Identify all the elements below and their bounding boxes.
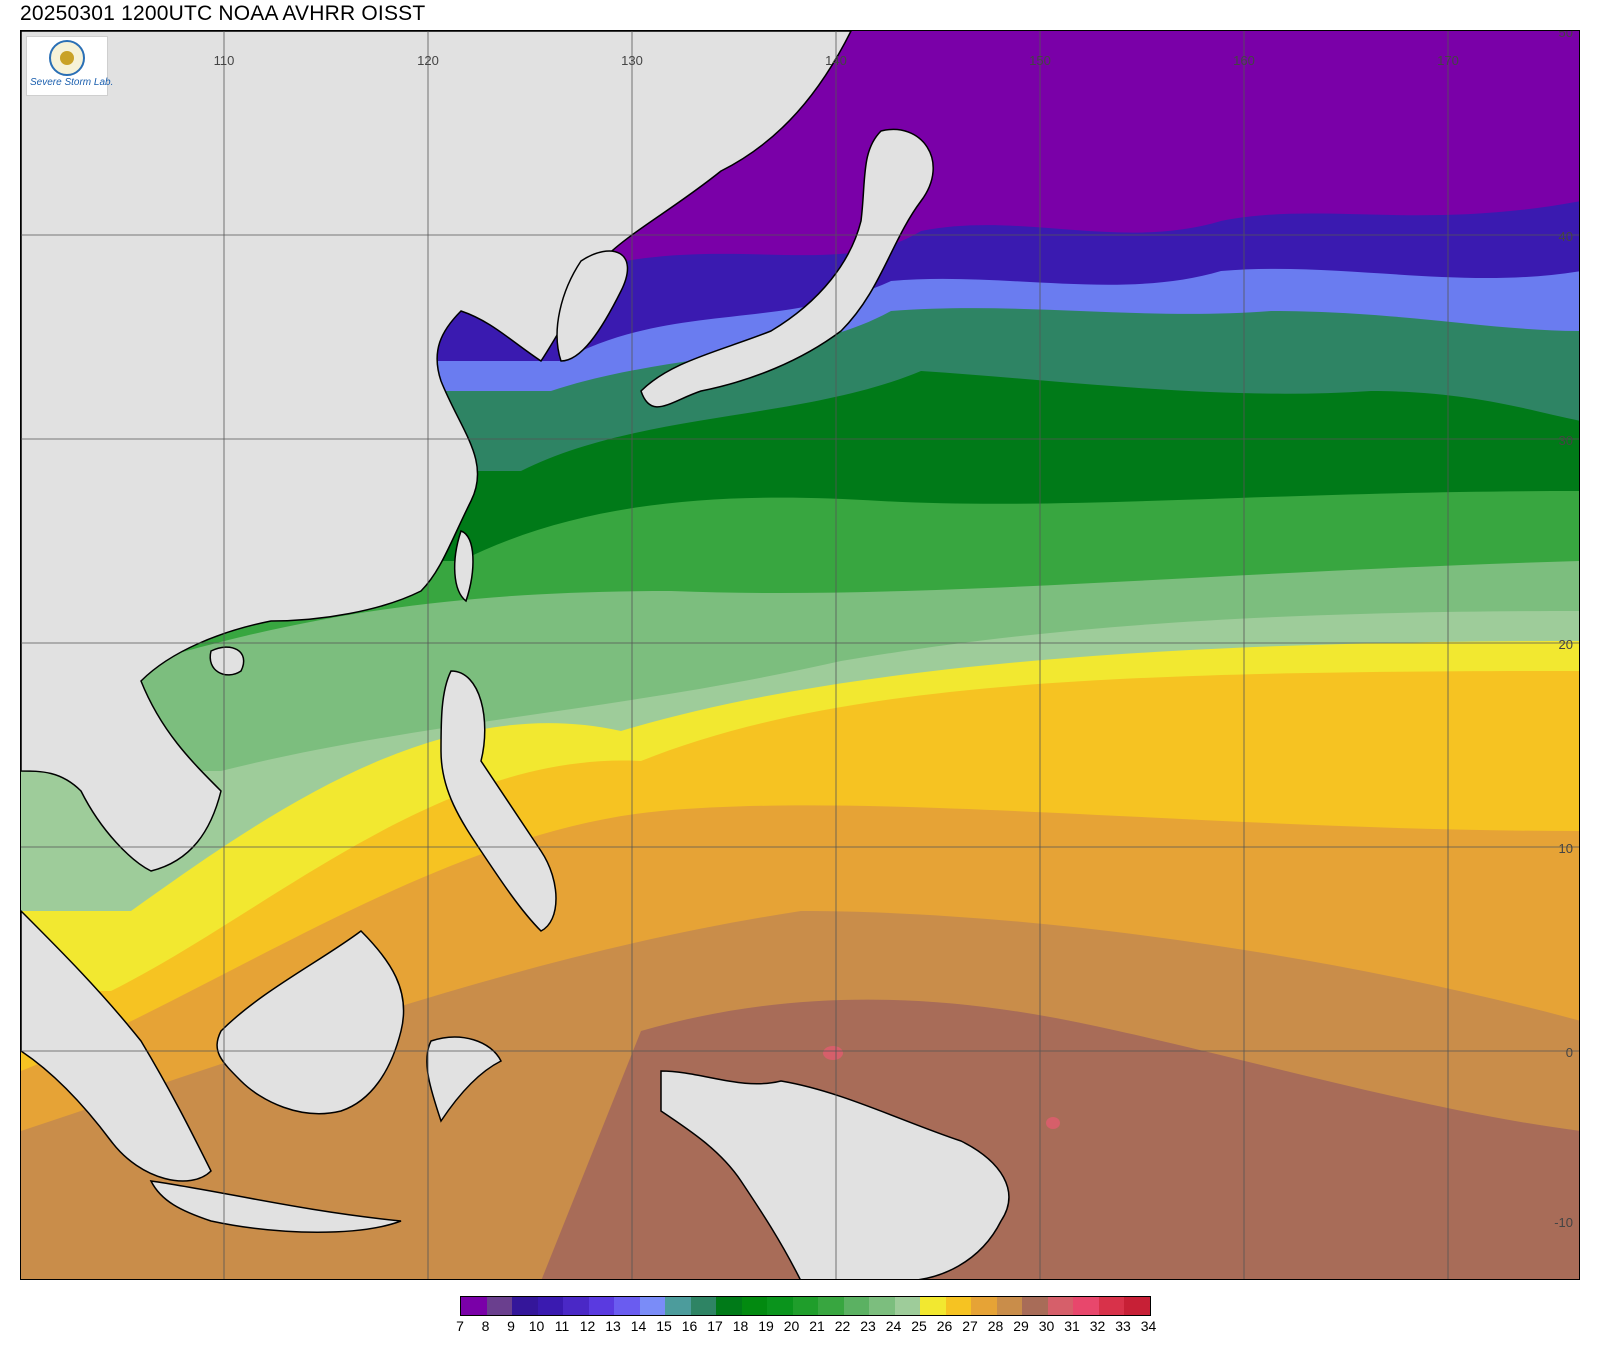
sst-map[interactable]: 110 120 130 140 150 160 170 50 40 30 20 … (20, 30, 1580, 1280)
sst-map-canvas: 110 120 130 140 150 160 170 50 40 30 20 … (21, 31, 1579, 1279)
malay-peninsula (21, 909, 212, 1182)
sst-band-31-spot (1046, 1117, 1060, 1129)
colorbar-tick-label: 23 (860, 1318, 876, 1334)
colorbar-swatch (537, 1297, 563, 1315)
lat-label: 20 (1559, 637, 1573, 652)
colorbar-tick-label: 13 (605, 1318, 621, 1334)
colorbar-tick-label: 21 (809, 1318, 825, 1334)
colorbar-swatch (512, 1297, 538, 1315)
colorbar-swatch (639, 1297, 665, 1315)
colorbar-swatch (614, 1297, 640, 1315)
japan (640, 128, 934, 408)
colorbar-tick-label: 29 (1013, 1318, 1029, 1334)
colorbar-tick-label: 30 (1038, 1318, 1055, 1334)
lat-label: 30 (1559, 433, 1573, 448)
seal-icon (49, 40, 85, 76)
lat-label: 10 (1559, 841, 1573, 856)
lon-label: 110 (214, 53, 235, 68)
lon-label: 170 (1437, 53, 1459, 68)
lon-label: 120 (417, 53, 439, 68)
colorbar-swatch (971, 1297, 997, 1315)
sst-band-31 (823, 1046, 843, 1060)
colorbar-tick-label: 16 (681, 1318, 698, 1334)
sst-colorbar (460, 1296, 1151, 1316)
colorbar-tick-label: 32 (1089, 1318, 1106, 1334)
colorbar-tick-label: 24 (885, 1318, 902, 1334)
sulawesi (426, 1036, 503, 1123)
lat-label: -10 (1554, 1215, 1573, 1230)
colorbar-tick-label: 19 (758, 1318, 774, 1334)
colorbar-tick-label: 33 (1115, 1318, 1131, 1334)
colorbar-swatch (818, 1297, 844, 1315)
colorbar-tick-label: 11 (554, 1318, 570, 1334)
philippines (440, 670, 557, 932)
colorbar-tick-label: 22 (834, 1318, 851, 1334)
lat-label: 50 (1559, 31, 1573, 40)
lon-label: 150 (1029, 53, 1051, 68)
colorbar-swatch (1098, 1297, 1124, 1315)
colorbar-swatch (1022, 1297, 1048, 1315)
colorbar-tick-label: 10 (528, 1318, 545, 1334)
colorbar-tick-label: 17 (707, 1318, 723, 1334)
colorbar-tick-label: 9 (507, 1318, 515, 1334)
taiwan (453, 530, 474, 603)
lat-label: 40 (1559, 229, 1573, 244)
graticule-labels: 110 120 130 140 150 160 170 50 40 30 20 … (214, 31, 1573, 1230)
colorbar-swatch (563, 1297, 589, 1315)
colorbar-swatch (920, 1297, 946, 1315)
new-guinea (660, 1070, 1010, 1279)
colorbar-tick-label: 12 (579, 1318, 596, 1334)
colorbar-swatch (869, 1297, 895, 1315)
colorbar-swatch (461, 1297, 487, 1315)
colorbar-swatch (996, 1297, 1022, 1315)
sst-colorbar-labels: 7 8 9 10 11 12 13 14 15 16 17 18 19 20 21 22 23 24 25 26 27 2… (456, 1318, 1160, 1336)
asia-mainland (21, 31, 852, 872)
colorbar-tick-label: 31 (1064, 1318, 1080, 1334)
colorbar-tick-label: 26 (936, 1318, 953, 1334)
lat-label: 0 (1566, 1045, 1573, 1060)
colorbar-swatch (843, 1297, 869, 1315)
graticule (21, 31, 1579, 1279)
colorbar-tick-label: 8 (481, 1318, 490, 1334)
colorbar-swatch (1047, 1297, 1073, 1315)
colorbar-swatch (945, 1297, 971, 1315)
korea (556, 250, 629, 362)
colorbar-swatch (1124, 1297, 1150, 1315)
colorbar-swatch (716, 1297, 742, 1315)
colorbar-swatch (690, 1297, 716, 1315)
colorbar-swatch (741, 1297, 767, 1315)
hainan (209, 646, 245, 676)
colorbar-tick-label: 14 (630, 1318, 647, 1334)
map-title: 20250301 1200UTC NOAA AVHRR OISST (20, 2, 426, 25)
colorbar-tick-label: 18 (732, 1318, 749, 1334)
colorbar-swatch (792, 1297, 818, 1315)
colorbar-tick-label: 20 (783, 1318, 800, 1334)
colorbar-tick-label: 34 (1140, 1318, 1157, 1334)
colorbar-swatch (767, 1297, 793, 1315)
colorbar-swatch (486, 1297, 512, 1315)
java (149, 1180, 402, 1233)
colorbar-swatch (665, 1297, 691, 1315)
borneo (216, 930, 405, 1115)
lon-label: 140 (825, 53, 847, 68)
lab-logo: Severe Storm Lab. (26, 36, 113, 96)
colorbar-swatch (1073, 1297, 1099, 1315)
colorbar-tick-label: 7 (456, 1318, 464, 1334)
lab-wordmark: Severe Storm Lab. (30, 77, 114, 88)
colorbar-tick-label: 25 (911, 1318, 927, 1334)
colorbar-swatch (894, 1297, 920, 1315)
lon-label: 160 (1233, 53, 1255, 68)
colorbar-tick-label: 15 (656, 1318, 672, 1334)
lon-label: 130 (621, 53, 643, 68)
colorbar-swatch (588, 1297, 614, 1315)
colorbar-tick-label: 28 (987, 1318, 1004, 1334)
colorbar-tick-label: 27 (962, 1318, 978, 1334)
